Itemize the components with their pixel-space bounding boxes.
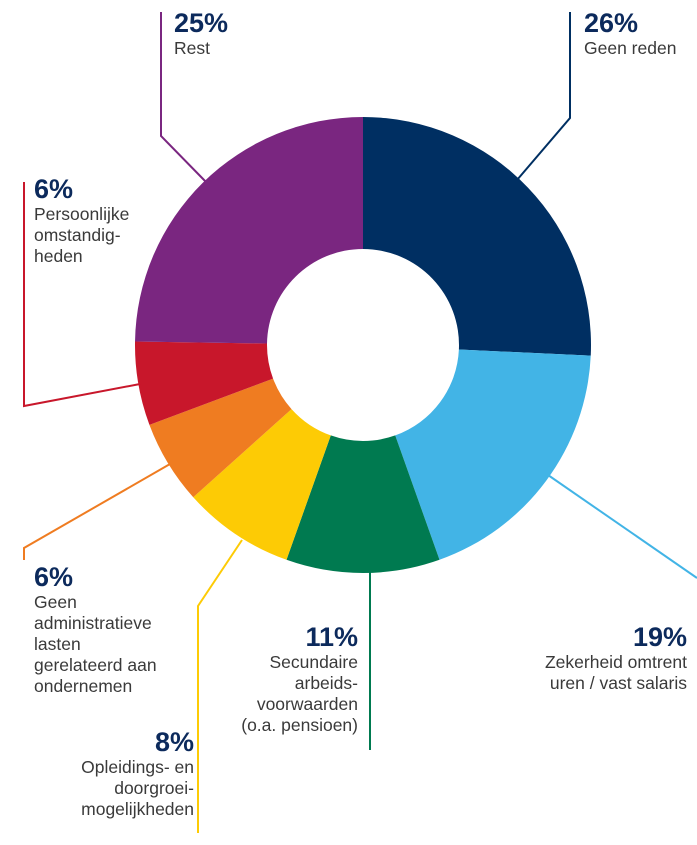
leader-line-0 xyxy=(516,12,571,181)
slice-3 xyxy=(193,409,331,560)
slice-label: Zekerheid omtrent uren / vast salaris xyxy=(544,652,687,693)
leader-line-1 xyxy=(547,474,697,579)
slice-value: 6% xyxy=(34,562,74,592)
slice-0 xyxy=(363,117,591,356)
slice-value: 19% xyxy=(632,622,687,652)
label-geen-reden: 26% Geen reden xyxy=(584,8,676,59)
slice-4 xyxy=(149,378,292,498)
slice-6 xyxy=(135,117,363,344)
slice-value: 6% xyxy=(34,174,74,204)
slice-label: Geen reden xyxy=(584,38,677,58)
slice-label: Geen administratieve lasten gerelateerd … xyxy=(34,592,157,696)
label-zekerheid: 19% Zekerheid omtrent uren / vast salari… xyxy=(545,622,687,694)
slice-1 xyxy=(395,349,591,560)
leader-line-4 xyxy=(23,463,171,560)
label-opleidings: 8% Opleidings- en doorgroei- mogelijkhed… xyxy=(81,727,194,820)
slice-label: Opleidings- en doorgroei- mogelijkheden xyxy=(81,757,194,819)
slice-value: 25% xyxy=(174,8,229,38)
slice-5 xyxy=(135,341,274,425)
slice-value: 11% xyxy=(305,622,358,652)
slice-2 xyxy=(286,435,440,573)
slice-value: 8% xyxy=(154,727,194,757)
leader-line-3 xyxy=(197,539,243,833)
slice-label: Persoonlijke omstandig- heden xyxy=(34,204,130,266)
slice-label: Secundaire arbeids- voorwaarden (o.a. pe… xyxy=(241,652,358,735)
leader-line-5 xyxy=(23,182,141,408)
label-persoonlijke: 6% Persoonlijke omstandig- heden xyxy=(34,174,129,267)
slice-value: 26% xyxy=(584,8,639,38)
label-rest: 25% Rest xyxy=(174,8,228,59)
leader-line-6 xyxy=(160,12,208,184)
label-secundaire: 11% Secundaire arbeids- voorwaarden (o.a… xyxy=(241,622,358,736)
label-administratieve: 6% Geen administratieve lasten gerelatee… xyxy=(34,562,157,697)
slice-label: Rest xyxy=(174,38,210,58)
